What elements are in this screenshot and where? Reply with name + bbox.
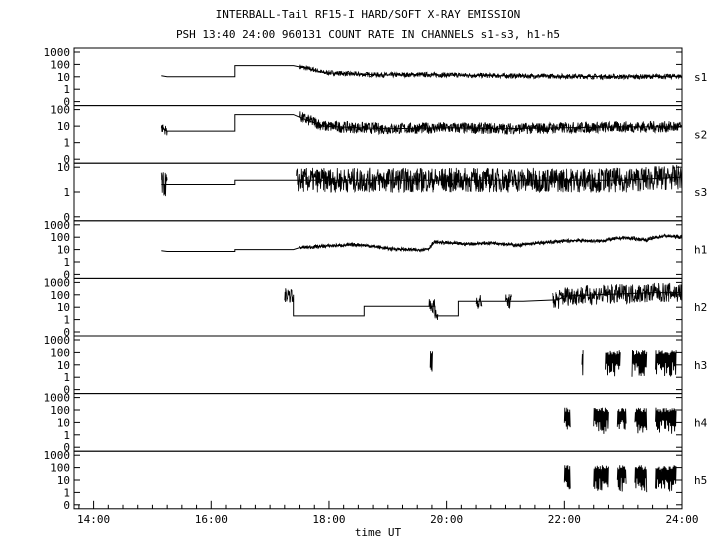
- y-tick-label: 1000: [44, 392, 71, 405]
- series-noise-h2: [552, 282, 683, 309]
- y-tick-label: 10: [57, 71, 70, 84]
- series-noise-s3: [296, 164, 683, 194]
- y-tick-label: 10: [57, 244, 70, 257]
- series-burst-h4: [563, 407, 571, 430]
- x-tick-label: 22:00: [548, 513, 581, 526]
- series-line-h1: [161, 235, 683, 252]
- y-tick-label: 1000: [44, 449, 71, 462]
- y-tick-label: 1: [63, 83, 70, 96]
- y-tick-label: 1: [63, 314, 70, 327]
- y-tick-label: 0: [63, 384, 70, 397]
- y-tick-label: 0: [63, 326, 70, 339]
- y-tick-label: 10: [57, 474, 70, 487]
- y-tick-label: 1: [63, 256, 70, 269]
- y-tick-label: 1: [63, 137, 70, 150]
- y-tick-label: 1000: [44, 46, 71, 59]
- series-burst-h5: [563, 465, 571, 490]
- series-line-s1: [161, 65, 683, 78]
- y-tick-label: 10: [57, 416, 70, 429]
- y-tick-label: 1000: [44, 334, 71, 347]
- series-noise-h2: [428, 299, 439, 321]
- series-noise-s2: [299, 111, 683, 136]
- series-noise-h2: [475, 295, 483, 309]
- x-axis: 14:00 16:00 18:00 20:00 22:00 24:00: [77, 500, 699, 526]
- panel-frame: [73, 220, 683, 279]
- series-burst-h5: [634, 465, 648, 493]
- y-tick-label: 1: [63, 429, 70, 442]
- series-burst-h3: [655, 350, 677, 377]
- series-noise-s1: [299, 64, 683, 81]
- x-tick-label: 18:00: [312, 513, 345, 526]
- series-burst-h5: [655, 465, 677, 492]
- panel-frame: [73, 450, 683, 510]
- y-tick-label: 0: [63, 211, 70, 224]
- series-burst-h3: [605, 350, 621, 377]
- series-noise-s2: [160, 124, 168, 136]
- panel-label-h4: h4: [694, 416, 708, 429]
- series-burst-h4: [655, 407, 677, 434]
- y-tick-label: 100: [50, 231, 70, 244]
- x-tick-label: 14:00: [77, 513, 110, 526]
- series-burst-h4: [593, 407, 609, 434]
- y-tick-label: 100: [50, 346, 70, 359]
- panel-frame: [73, 393, 683, 452]
- series-burst-h3: [581, 350, 584, 376]
- y-tick-label: 10: [57, 120, 70, 133]
- panel-label-h3: h3: [694, 359, 707, 372]
- y-tick-label: 100: [50, 104, 70, 117]
- panel-label-s3: s3: [694, 186, 707, 199]
- panel-frame: [73, 335, 683, 395]
- x-axis-label: time UT: [355, 526, 402, 539]
- series-burst-h5: [616, 465, 627, 492]
- series-burst-h5: [593, 465, 609, 491]
- panel-label-h1: h1: [694, 244, 707, 257]
- series-noise-h2: [284, 288, 295, 303]
- chart-subtitle: PSH 13:40 24:00 960131 COUNT RATE IN CHA…: [176, 28, 560, 41]
- series-burst-h4: [634, 407, 648, 434]
- y-tick-label: 0: [63, 96, 70, 109]
- x-tick-label: 24:00: [665, 513, 698, 526]
- panel-label-s2: s2: [694, 128, 707, 141]
- y-tick-label: 10: [57, 161, 70, 174]
- x-tick-label: 16:00: [195, 513, 228, 526]
- y-tick-label: 100: [50, 58, 70, 71]
- panel-frame: [73, 277, 683, 337]
- series-noise-h1: [299, 233, 683, 253]
- y-tick-label: 1: [63, 486, 70, 499]
- x-tick-label: 20:00: [430, 513, 463, 526]
- series-noise-h2: [505, 294, 512, 310]
- chart-title: INTERBALL-Tail RF15-I HARD/SOFT X-RAY EM…: [216, 8, 521, 21]
- y-tick-label: 1000: [44, 219, 71, 232]
- y-tick-label: 1000: [44, 276, 71, 289]
- y-tick-label: 1: [63, 371, 70, 384]
- series-noise-s3: [160, 172, 168, 197]
- y-tick-label: 100: [50, 462, 70, 475]
- y-tick-label: 0: [63, 153, 70, 166]
- y-tick-label: 1: [63, 186, 70, 199]
- series-burst-h3: [429, 351, 433, 372]
- y-tick-label: 10: [57, 359, 70, 372]
- panel-label-s1: s1: [694, 71, 707, 84]
- y-tick-label: 100: [50, 404, 70, 417]
- y-tick-label: 100: [50, 289, 70, 302]
- y-tick-label: 10: [57, 301, 70, 314]
- panels-group: 10001001010s11001010s21010s310001001010h…: [44, 46, 708, 512]
- series-burst-h3: [631, 349, 648, 377]
- y-tick-label: 0: [63, 441, 70, 454]
- panel-label-h2: h2: [694, 301, 707, 314]
- panel-label-h5: h5: [694, 474, 707, 487]
- y-tick-label: 0: [63, 268, 70, 281]
- y-tick-label: 0: [63, 499, 70, 512]
- series-burst-h4: [616, 408, 627, 430]
